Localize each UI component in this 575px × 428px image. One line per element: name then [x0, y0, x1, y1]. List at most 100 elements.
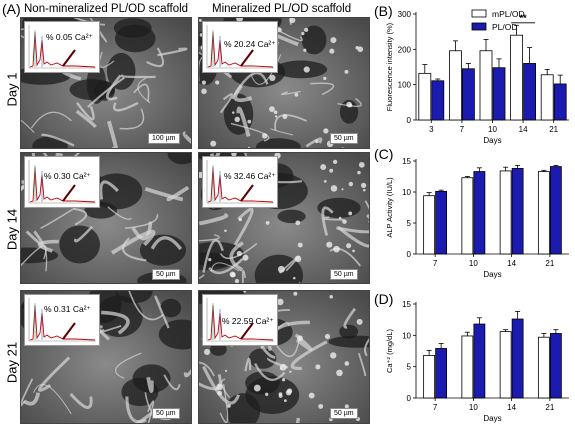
- x-axis-label: Days: [483, 270, 501, 279]
- sem-pore: [132, 364, 171, 393]
- y-axis-label: Fluorescence intensity (%): [385, 22, 394, 111]
- scale-bar: 100 µm: [148, 133, 180, 144]
- sem-mineral-particle: [253, 384, 261, 392]
- sem-fiber: [357, 353, 367, 377]
- sem-mineral-particle: [315, 364, 321, 370]
- sem-fiber: [337, 97, 362, 108]
- x-axis-label: Days: [483, 414, 501, 423]
- sem-mineral-particle: [346, 243, 352, 249]
- sem-mineral-particle: [242, 254, 249, 261]
- x-tick-label: 7: [433, 259, 438, 268]
- sem-mineral-particle: [330, 37, 337, 44]
- x-tick-label: 10: [469, 403, 478, 412]
- sem-fiber: [122, 237, 147, 262]
- sem-mineral-particle: [357, 170, 361, 175]
- sem-fiber: [254, 362, 286, 381]
- sem-fiber: [107, 120, 119, 148]
- calcium-percent-label: % 0.30 Ca²⁺: [44, 171, 92, 181]
- x-tick-label: 3: [429, 125, 434, 134]
- sem-mineral-particle: [282, 114, 288, 120]
- sem-fiber: [30, 111, 72, 129]
- sem-fiber: [290, 340, 328, 370]
- sem-fiber: [128, 291, 164, 321]
- bar-mpl-od: [418, 72, 432, 121]
- sem-fiber: [219, 242, 258, 260]
- scale-bar: 50 µm: [152, 269, 180, 280]
- legend-label-mpl-od: mPL/OD: [492, 9, 525, 19]
- bar-mpl-od: [537, 171, 550, 255]
- x-tick-label: 21: [545, 403, 554, 412]
- bar-pl-od: [511, 318, 524, 399]
- sem-fiber: [144, 187, 184, 202]
- eds-arrow: [240, 322, 254, 340]
- sem-fiber: [270, 127, 294, 136]
- sem-fiber: [73, 225, 94, 243]
- sem-mineral-particle: [358, 161, 365, 168]
- sem-fiber: [295, 417, 301, 423]
- sem-mineral-particle: [326, 241, 333, 248]
- sem-fiber: [41, 133, 75, 147]
- y-tick-label: 5: [407, 219, 412, 228]
- sem-fiber: [146, 47, 165, 68]
- sem-mineral-particle: [293, 276, 296, 280]
- panel-c-label: (C): [374, 146, 393, 162]
- eds-arrow: [62, 184, 76, 202]
- eds-spectrum-inset: [202, 21, 278, 73]
- sem-fiber: [183, 368, 191, 378]
- y-tick-label: 0: [407, 394, 412, 403]
- sem-pore: [59, 225, 100, 264]
- sem-mineral-particle: [224, 369, 228, 372]
- sem-mineral-particle: [285, 389, 292, 396]
- bar-pl-od: [473, 171, 486, 255]
- x-tick-label: 14: [519, 125, 528, 134]
- sem-mineral-particle: [295, 220, 301, 226]
- sem-mineral-particle: [324, 333, 331, 340]
- sem-fiber: [199, 213, 229, 226]
- sem-mineral-particle: [210, 140, 217, 147]
- bar-mpl-od: [499, 331, 512, 399]
- sem-fiber: [364, 200, 369, 223]
- sem-mineral-particle: [303, 48, 307, 52]
- chart-d-calcium: (D) 0 5 10 15 Ca⁺² (mg/dL) 7 10 14 21 Days: [374, 291, 569, 423]
- bar-mpl-od: [499, 170, 512, 255]
- sem-fiber: [233, 84, 253, 103]
- bar-pl-od: [462, 68, 475, 121]
- sem-mineral-particle: [277, 298, 284, 306]
- eds-arrow: [62, 322, 76, 340]
- scale-bar: 50 µm: [152, 408, 180, 419]
- sem-fiber: [244, 357, 252, 372]
- eds-arrow: [240, 49, 254, 67]
- sem-mineral-particle: [217, 390, 223, 396]
- bar-pl-od: [473, 323, 486, 399]
- sem-pore: [167, 153, 191, 165]
- sem-mineral-particle: [329, 294, 333, 299]
- sem-mineral-particle: [357, 46, 364, 53]
- sem-mineral-particle: [342, 219, 347, 224]
- bar-pl-od: [553, 83, 567, 121]
- sem-pore: [69, 79, 116, 101]
- sem-mineral-particle: [247, 119, 252, 124]
- scale-bar: 50 µm: [330, 408, 358, 419]
- sem-fiber: [305, 137, 323, 148]
- sem-fiber: [21, 119, 35, 133]
- eds-arrow: [62, 49, 76, 67]
- sem-fiber: [166, 185, 190, 202]
- sem-fiber: [202, 365, 241, 405]
- bar-mpl-od: [449, 50, 462, 121]
- sem-fiber: [131, 221, 153, 241]
- sem-pore: [210, 342, 227, 356]
- sem-mineral-particle: [201, 88, 207, 95]
- sem-mineral-particle: [330, 185, 338, 192]
- legend-swatch-pl-od: [471, 22, 487, 31]
- sem-mineral-particle: [308, 392, 315, 399]
- scale-bar: 50 µm: [330, 269, 358, 280]
- bar-pl-od: [549, 166, 562, 255]
- sem-fiber: [280, 90, 301, 96]
- sem-fiber: [98, 51, 115, 68]
- sem-mineral-particle: [216, 383, 223, 391]
- bar-pl-od: [523, 63, 537, 121]
- sem-fiber: [125, 396, 147, 423]
- sem-mineral-particle: [344, 361, 350, 366]
- sem-mineral-particle: [261, 133, 268, 139]
- sem-mineral-particle: [234, 116, 240, 123]
